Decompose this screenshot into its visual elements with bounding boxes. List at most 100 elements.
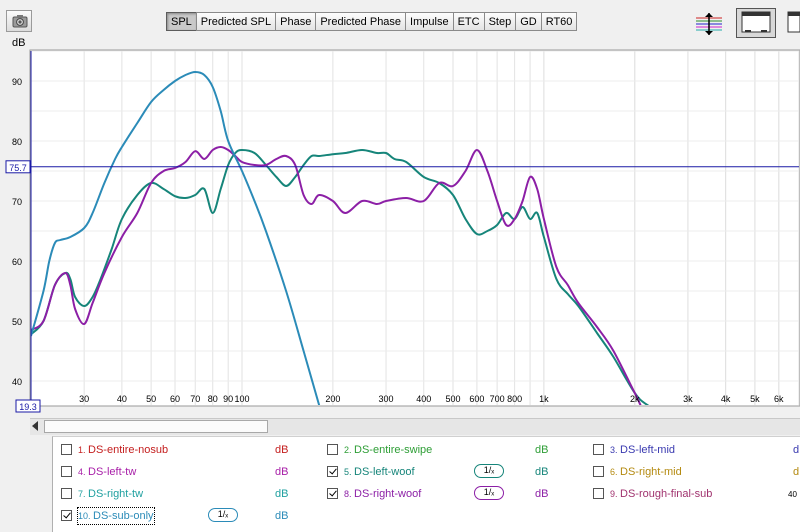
measurement-checkbox[interactable] <box>61 510 72 521</box>
measurement-unit: dB <box>793 444 800 456</box>
measurement-checkbox[interactable] <box>61 444 72 455</box>
measurement-name[interactable]: 1. DS-entire-nosub <box>78 442 168 458</box>
y-min-readout-box <box>15 399 41 413</box>
legend-item-ds-left-woof: 5. DS-left-woof 1/ₓ dB <box>327 464 567 480</box>
camera-icon <box>12 15 28 28</box>
series-line-ds-right-woof <box>31 145 642 405</box>
measurement-name[interactable]: 4. DS-left-tw <box>78 464 136 480</box>
legend-item-ds-entire-nosub: 1. DS-entire-nosub dB <box>61 442 301 458</box>
measurement-label: DS-rough-final-sub <box>620 488 713 500</box>
tab-impulse[interactable]: Impulse <box>405 12 454 31</box>
legend-item-ds-right-mid: 6. DS-right-mid dB <box>593 464 800 480</box>
x-tick-label: 2k <box>630 394 640 404</box>
window-layout-button[interactable] <box>736 8 776 38</box>
legend-overflow-text: 40 <box>788 490 797 499</box>
measurement-checkbox[interactable] <box>61 488 72 499</box>
x-tick-label: 6k <box>774 394 784 404</box>
tab-step[interactable]: Step <box>483 12 517 31</box>
measurement-checkbox[interactable] <box>593 466 604 477</box>
measurement-checkbox[interactable] <box>593 488 604 499</box>
measurement-label: DS-right-tw <box>88 488 144 500</box>
vertical-scale-icon <box>696 13 722 35</box>
smoothing-icon[interactable]: 1/ₓ <box>208 508 238 522</box>
side-panel-icon <box>787 11 800 33</box>
measurement-number: 4. <box>78 467 89 477</box>
x-tick-label: 60 <box>170 394 180 404</box>
x-tick-label: 700 <box>490 394 505 404</box>
smoothing-icon[interactable]: 1/ₓ <box>474 464 504 478</box>
measurement-unit: dB <box>275 510 289 522</box>
legend-item-ds-right-tw: 7. DS-right-tw dB <box>61 486 301 502</box>
measurement-name[interactable]: 3. DS-left-mid <box>610 442 675 458</box>
measurement-checkbox[interactable] <box>327 466 338 477</box>
measurement-checkbox[interactable] <box>593 444 604 455</box>
measurement-unit: dB <box>275 488 289 500</box>
x-tick-label: 5k <box>750 394 760 404</box>
y-min-readout-label: 19.3 <box>19 402 37 412</box>
horizontal-scrollbar[interactable] <box>30 418 800 435</box>
side-panel-button[interactable] <box>786 10 800 34</box>
x-tick-label: 90 <box>223 394 233 404</box>
measurement-unit: dB <box>535 444 549 456</box>
measurement-name[interactable]: 8. DS-right-woof <box>344 486 421 502</box>
tab-predicted-phase[interactable]: Predicted Phase <box>315 12 407 31</box>
measurement-checkbox[interactable] <box>327 444 338 455</box>
measurement-unit: dB <box>275 466 289 478</box>
x-tick-label: 3k <box>683 394 693 404</box>
x-tick-label: 100 <box>234 394 249 404</box>
measurement-unit: dB <box>275 444 289 456</box>
measurement-checkbox[interactable] <box>61 466 72 477</box>
y-tick-label: 60 <box>12 257 22 267</box>
x-tick-label: 500 <box>445 394 460 404</box>
measurement-label: DS-entire-nosub <box>88 444 169 456</box>
tab-phase[interactable]: Phase <box>275 12 317 31</box>
tab-etc[interactable]: ETC <box>452 12 485 31</box>
x-tick-label: 70 <box>190 394 200 404</box>
measurement-label: DS-sub-only <box>93 510 154 522</box>
measurement-number: 1. <box>78 445 89 455</box>
measurement-name[interactable]: 6. DS-right-mid <box>610 464 682 480</box>
measurement-checkbox[interactable] <box>327 488 338 499</box>
x-tick-label: 1k <box>539 394 549 404</box>
series-line-ds-sub-only <box>31 70 321 405</box>
x-tick-label: 600 <box>469 394 484 404</box>
x-tick-label: 400 <box>416 394 431 404</box>
x-tick-label: 800 <box>507 394 522 404</box>
x-tick-label: 4k <box>721 394 731 404</box>
measurement-label: DS-left-mid <box>620 444 676 456</box>
measurement-number: 7. <box>78 489 89 499</box>
measurement-label: DS-left-tw <box>88 466 137 478</box>
tab-gd[interactable]: GD <box>515 12 542 31</box>
measurement-number: 8. <box>344 489 355 499</box>
toolbar: SPL Predicted SPL Phase Predicted Phase Impu… <box>0 0 800 38</box>
capture-button[interactable] <box>6 10 32 32</box>
legend-item-ds-sub-only: 10. DS-sub-only 1/ₓ dB <box>61 507 301 525</box>
measurement-name[interactable]: 9. DS-rough-final-sub <box>610 486 712 502</box>
measurement-number: 5. <box>344 467 355 477</box>
measurement-name[interactable]: 10. DS-sub-only <box>77 507 155 525</box>
measurement-name[interactable]: 2. DS-entire-swipe <box>344 442 432 458</box>
legend-item-ds-entire-swipe: 2. DS-entire-swipe dB <box>327 442 567 458</box>
tab-rt60[interactable]: RT60 <box>540 12 578 31</box>
measurement-name[interactable]: 7. DS-right-tw <box>78 486 143 502</box>
smoothing-icon[interactable]: 1/ₓ <box>474 486 504 500</box>
window-layout-icon <box>741 11 771 33</box>
tab-spl[interactable]: SPL <box>166 12 197 31</box>
scroll-left-arrow-icon[interactable] <box>32 421 38 431</box>
cursor-readout-label: 75.7 <box>9 163 27 173</box>
y-tick-label: 70 <box>12 197 22 207</box>
y-tick-label: 50 <box>12 317 22 327</box>
measurement-label: DS-right-woof <box>354 488 422 500</box>
x-tick-label: 40 <box>117 394 127 404</box>
tab-predicted-spl[interactable]: Predicted SPL <box>195 12 277 31</box>
measurement-unit: dB <box>535 466 549 478</box>
vertical-scale-button[interactable] <box>694 13 724 35</box>
scroll-thumb[interactable] <box>44 420 268 433</box>
x-tick-label: 50 <box>146 394 156 404</box>
measurement-number: 3. <box>610 445 621 455</box>
x-tick-label: 300 <box>379 394 394 404</box>
measurement-label: DS-entire-swipe <box>354 444 433 456</box>
y-tick-label: 90 <box>12 77 22 87</box>
measurement-name[interactable]: 5. DS-left-woof <box>344 464 415 480</box>
